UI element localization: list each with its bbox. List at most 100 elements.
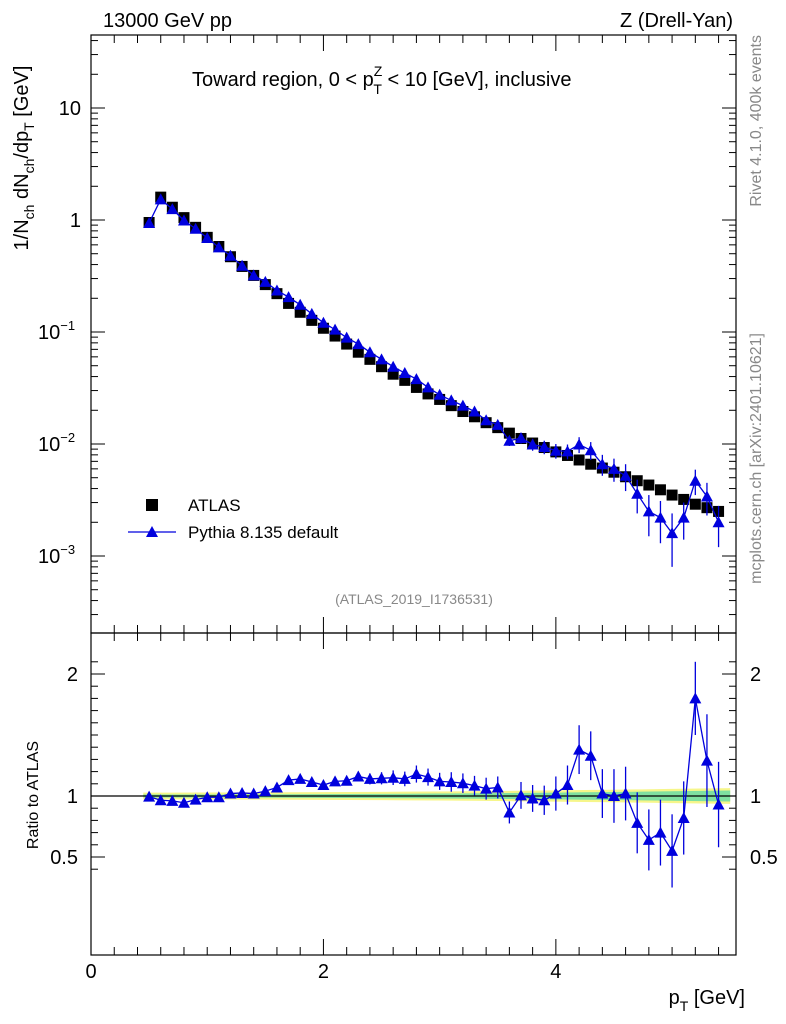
- ratio-ylabel: Ratio to ATLAS: [25, 741, 42, 849]
- pythia-point: [317, 316, 330, 328]
- ratio-xtick-label: 0: [85, 961, 96, 983]
- pythia-point: [515, 432, 527, 444]
- ratio-xtick-label: 2: [318, 961, 329, 983]
- main-ytick-label: 10: [59, 98, 81, 120]
- pythia-point: [329, 323, 342, 335]
- atlas-point: [457, 406, 469, 418]
- xlabel-main: p: [669, 987, 680, 1009]
- ratio-point: [561, 779, 574, 791]
- pythia-point: [700, 490, 713, 502]
- main-title: Toward region, 0 < pZ T < 10 [GeV], inclu…: [192, 63, 571, 97]
- pythia-point: [712, 516, 725, 528]
- ratio-point: [480, 782, 493, 794]
- pythia-point: [143, 217, 156, 229]
- atlas-point: [317, 322, 329, 334]
- ratio-point: [491, 781, 504, 793]
- atlas-point: [341, 338, 353, 350]
- atlas-point: [283, 297, 295, 309]
- ratio-point: [410, 768, 423, 780]
- pythia-point: [422, 381, 435, 393]
- atlas-point: [329, 330, 341, 342]
- ratio-point: [236, 786, 249, 798]
- pythia-point: [491, 418, 504, 430]
- legend-pythia-marker: [146, 526, 158, 537]
- main-ytick-label: 10−3: [38, 542, 75, 568]
- pythia-point: [352, 338, 365, 350]
- ratio-point: [433, 775, 446, 787]
- pythia-point: [480, 414, 493, 426]
- atlas-point: [445, 400, 457, 412]
- header-left: 13000 GeV pp: [103, 10, 232, 32]
- xlabel-suffix: [GeV]: [688, 987, 745, 1009]
- ylabel-a: 1/N: [11, 219, 33, 250]
- pythia-point: [363, 346, 376, 358]
- title-prefix: Toward region, 0 < p: [192, 69, 374, 91]
- pythia-point: [526, 438, 539, 450]
- pythia-point: [549, 444, 562, 456]
- main-ytick-base: 1: [70, 210, 81, 232]
- pythia-point: [596, 458, 609, 470]
- pythia-point: [642, 505, 655, 517]
- pythia-point: [666, 527, 679, 539]
- ratio-point: [340, 774, 353, 786]
- pythia-point: [584, 444, 597, 456]
- pythia-point: [375, 353, 388, 365]
- ratio-point: [375, 772, 388, 784]
- ratio-point: [573, 743, 586, 755]
- ratio-xtick-label: 4: [550, 961, 561, 983]
- ratio-frame: [90, 632, 737, 956]
- pythia-point: [201, 232, 214, 244]
- ratio-point: [515, 789, 527, 801]
- pythia-point: [166, 203, 179, 215]
- ratio-point: [270, 781, 283, 793]
- ratio-series: [143, 661, 725, 888]
- ylabel-d: [GeV]: [11, 66, 33, 123]
- ratio-point: [712, 798, 725, 810]
- ratio-xlabel: pT [GeV]: [669, 987, 745, 1014]
- atlas-point: [410, 381, 422, 393]
- ratio-point: [166, 794, 179, 806]
- pythia-point: [154, 193, 167, 205]
- pythia-point: [561, 445, 574, 457]
- pythia-point: [503, 434, 516, 446]
- ratio-point: [363, 772, 376, 784]
- title-suffix: < 10 [GeV], inclusive: [382, 69, 572, 91]
- pythia-point: [305, 307, 318, 319]
- ylabel-a-sub: ch: [21, 205, 37, 220]
- atlas-point: [399, 374, 411, 386]
- ratio-point: [212, 791, 225, 803]
- ratio-point: [445, 775, 458, 787]
- ratio-point: [689, 692, 702, 704]
- pythia-point: [410, 373, 423, 385]
- ratio-point: [177, 796, 190, 808]
- ratio-point: [317, 779, 330, 791]
- ratio-point: [596, 787, 609, 799]
- ratio-ytick-label-right: 1: [750, 786, 761, 808]
- ratio-panel: 2 2 1 1 0.5 0.5 0 2 4 Ratio to ATLAS pT [GeV]: [25, 632, 778, 1014]
- pythia-point: [387, 360, 400, 372]
- pythia-point: [270, 284, 283, 296]
- pythia-point: [677, 511, 690, 523]
- atlas-point: [666, 489, 678, 501]
- pythia-point: [538, 441, 551, 453]
- main-ytick-label: 10−2: [38, 430, 75, 456]
- ylabel-c: /dp: [11, 131, 33, 159]
- ratio-point: [503, 806, 516, 818]
- ratio-point: [282, 774, 295, 786]
- legend-atlas-label: ATLAS: [188, 496, 241, 515]
- ratio-point: [666, 844, 679, 856]
- main-ytick-exp: −1: [60, 318, 75, 333]
- atlas-point: [387, 368, 399, 380]
- legend: ATLAS Pythia 8.135 default: [128, 496, 339, 542]
- ratio-ytick-label-right: 0.5: [750, 847, 778, 869]
- ylabel-b: dN: [11, 173, 33, 204]
- main-ytick-exp: −3: [60, 542, 75, 557]
- ratio-ytick-label-right: 2: [750, 664, 761, 686]
- ratio-point: [398, 772, 411, 784]
- pythia-point: [212, 241, 225, 253]
- ratio-point: [154, 794, 167, 806]
- title-sub: T: [373, 81, 382, 97]
- title-sup: Z: [374, 63, 383, 79]
- ratio-point: [468, 779, 481, 791]
